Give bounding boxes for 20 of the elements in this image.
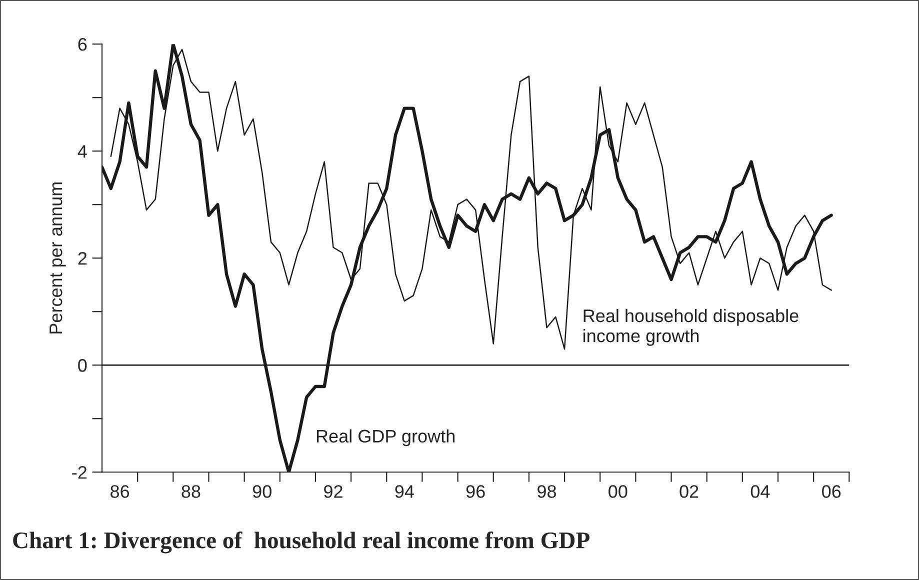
y-tick-label: -2 — [72, 466, 87, 479]
x-tick-label: 00 — [608, 485, 628, 498]
y-tick-label: 2 — [78, 252, 87, 265]
x-tick-label: 98 — [538, 485, 556, 498]
y-axis-title: Percent per annum — [50, 182, 66, 334]
series-label: Real GDP growth — [316, 429, 454, 446]
y-tick-label: 6 — [78, 38, 87, 51]
x-tick-label: 90 — [252, 485, 272, 498]
x-tick-label: 88 — [182, 485, 200, 498]
x-tick-label: 92 — [324, 485, 342, 498]
y-tick-label: 4 — [78, 145, 87, 158]
series-label: Real household disposable income growth — [584, 308, 798, 346]
x-tick-label: 86 — [110, 485, 130, 498]
x-tick-label: 96 — [466, 485, 485, 498]
text: Chart 1: Divergence of household real income from GDP — [13, 531, 590, 554]
y-tick-label: 0 — [78, 359, 87, 372]
x-tick-label: 06 — [822, 485, 841, 498]
x-tick-label: 02 — [680, 485, 698, 498]
x-tick-label: 04 — [750, 485, 770, 498]
x-tick-label: 94 — [395, 485, 414, 498]
